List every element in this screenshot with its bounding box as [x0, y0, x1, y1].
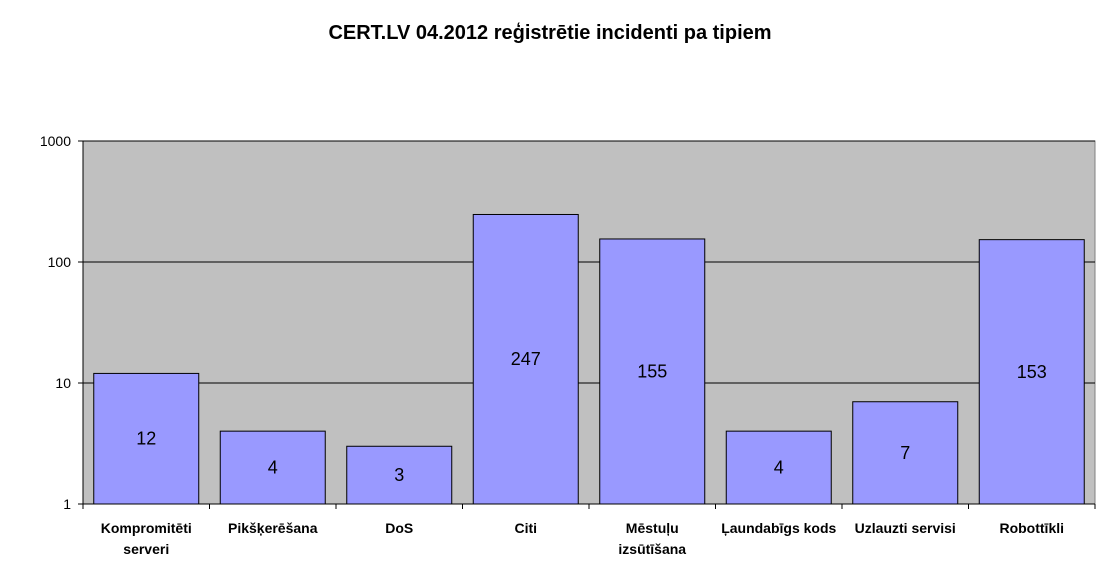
x-tick-label-line: Robottīkli — [999, 520, 1064, 536]
data-label: 247 — [511, 349, 541, 369]
data-label: 153 — [1017, 362, 1047, 382]
bar — [978, 239, 1085, 505]
x-tick-label-line: Pikšķerēšana — [228, 520, 318, 536]
chart-title: CERT.LV 04.2012 reģistrētie incidenti pa… — [328, 22, 772, 44]
bar — [725, 430, 832, 505]
y-tick-label: 1000 — [40, 133, 71, 149]
x-tick-label: Uzlauzti servisi — [855, 520, 956, 536]
bar — [852, 401, 959, 505]
x-tick-label: Robottīkli — [999, 520, 1064, 536]
x-tick-label-line: izsūtīšana — [618, 541, 686, 557]
x-tick-label-line: Uzlauzti servisi — [855, 520, 956, 536]
bar — [219, 430, 326, 505]
x-tick-label: Kompromitēti serveri — [101, 520, 192, 557]
x-tick-label-line: Citi — [514, 520, 537, 536]
x-tick-label-line: DoS — [385, 520, 413, 536]
bar — [472, 213, 579, 505]
data-label: 4 — [268, 458, 278, 478]
x-tick-label: Ļaundabīgs kods — [721, 520, 836, 536]
x-tick-label-line: serveri — [123, 541, 169, 557]
bar — [599, 238, 706, 505]
x-tick-labels: Kompromitēti serveri Pikšķerēšana DoS Citi Mē… — [101, 520, 1064, 557]
y-tick-labels: 1 10 100 1000 — [40, 133, 71, 512]
data-label: 12 — [136, 429, 156, 449]
x-tick-label: Citi — [514, 520, 537, 536]
data-label: 4 — [774, 458, 784, 478]
x-tick-label: Pikšķerēšana — [228, 520, 318, 536]
bar — [93, 372, 200, 505]
y-tick-label: 100 — [48, 254, 72, 270]
data-label: 155 — [637, 361, 667, 381]
y-tick-label: 1 — [63, 496, 71, 512]
x-tick-label-line: Mēstuļu — [626, 520, 679, 536]
axes — [78, 140, 1096, 509]
x-tick-label-line: Ļaundabīgs kods — [721, 520, 836, 536]
y-tick-label: 10 — [55, 375, 71, 391]
bars — [93, 213, 1085, 505]
x-tick-label-line: Kompromitēti — [101, 520, 192, 536]
data-label: 7 — [900, 443, 910, 463]
x-tick-label: DoS — [385, 520, 413, 536]
data-labels: 12 4 3 247 155 4 7 153 — [136, 349, 1047, 485]
data-label: 3 — [394, 465, 404, 485]
x-tick-label: Mēstuļu izsūtīšana — [618, 520, 686, 557]
